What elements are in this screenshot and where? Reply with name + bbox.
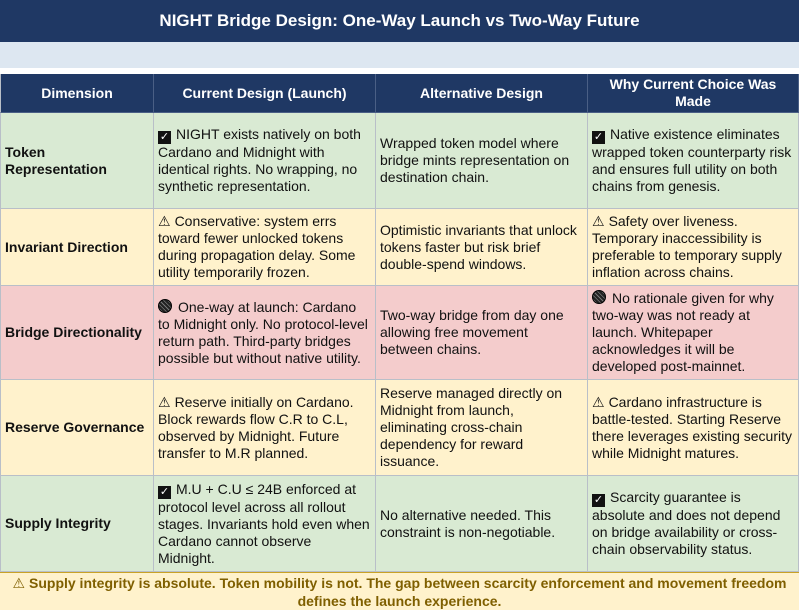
check-icon: ✓: [592, 131, 605, 144]
row-why-text: Cardano infrastructure is battle-tested.…: [592, 393, 792, 461]
row-dimension: Invariant Direction: [0, 209, 154, 286]
warning-icon: ⚠: [158, 213, 171, 229]
row-why-text: Scarcity guarantee is absolute and does …: [592, 489, 781, 557]
row-current-text: Conservative: system errs toward fewer u…: [158, 213, 356, 280]
row-dimension: Bridge Directionality: [0, 286, 154, 380]
row-alternative: Optimistic invariants that unlock tokens…: [376, 209, 588, 286]
header-current-design: Current Design (Launch): [154, 74, 376, 113]
spacer-band: [0, 42, 799, 68]
row-alternative: No alternative needed. This constraint i…: [376, 476, 588, 572]
summary-footer: ⚠ Supply integrity is absolute. Token mo…: [0, 572, 799, 610]
row-current-text: NIGHT exists natively on both Cardano an…: [158, 126, 361, 194]
comparison-table: Dimension Current Design (Launch) Altern…: [0, 74, 799, 572]
row-why-text: No rationale given for why two-way was n…: [592, 290, 774, 374]
row-current: ✓ M.U + C.U ≤ 24B enforced at protocol le…: [154, 476, 376, 572]
check-icon: ✓: [158, 485, 171, 499]
row-why-text: Native existence eliminates wrapped toke…: [592, 126, 792, 194]
row-current: ⚠ Conservative: system errs toward fewer …: [154, 209, 376, 286]
warning-icon: ⚠: [12, 574, 29, 591]
row-current: One-way at launch: Cardano to Midnight o…: [154, 286, 376, 380]
table-title: NIGHT Bridge Design: One-Way Launch vs T…: [0, 0, 799, 42]
row-current: ⚠ Reserve initially on Cardano. Block rew…: [154, 380, 376, 476]
row-current-text: One-way at launch: Cardano to Midnight o…: [158, 298, 368, 366]
row-dimension: Token Representation: [0, 113, 154, 209]
header-alternative-design: Alternative Design: [376, 74, 588, 113]
row-current-text: M.U + C.U ≤ 24B enforced at protocol lev…: [158, 480, 370, 566]
blocked-circle-icon: [592, 290, 606, 304]
warning-icon: ⚠: [592, 213, 605, 229]
warning-icon: ⚠: [592, 393, 605, 410]
warning-icon: ⚠: [158, 393, 171, 410]
header-dimension: Dimension: [0, 74, 154, 113]
header-why-current: Why Current Choice Was Made: [588, 74, 799, 113]
row-current: ✓ NIGHT exists natively on both Cardano a…: [154, 113, 376, 209]
row-why-text: Safety over liveness. Temporary inaccess…: [592, 213, 782, 280]
row-alternative: Reserve managed directly on Midnight fro…: [376, 380, 588, 476]
row-dimension: Reserve Governance: [0, 380, 154, 476]
spacer-white: [0, 68, 799, 74]
check-icon: ✓: [592, 494, 605, 507]
row-current-text: Reserve initially on Cardano. Block rewa…: [158, 393, 354, 461]
check-icon: ✓: [158, 131, 171, 144]
row-why: ⚠ Safety over liveness. Temporary inacces…: [588, 209, 799, 286]
row-why: ✓ Scarcity guarantee is absolute and does…: [588, 476, 799, 572]
row-why: No rationale given for why two-way was n…: [588, 286, 799, 380]
row-dimension: Supply Integrity: [0, 476, 154, 572]
row-alternative: Wrapped token model where bridge mints r…: [376, 113, 588, 209]
row-why: ✓ Native existence eliminates wrapped tok…: [588, 113, 799, 209]
row-alternative: Two-way bridge from day one allowing fre…: [376, 286, 588, 380]
blocked-circle-icon: [158, 298, 172, 313]
row-why: ⚠ Cardano infrastructure is battle-tested…: [588, 380, 799, 476]
footer-text: Supply integrity is absolute. Token mobi…: [29, 574, 787, 609]
